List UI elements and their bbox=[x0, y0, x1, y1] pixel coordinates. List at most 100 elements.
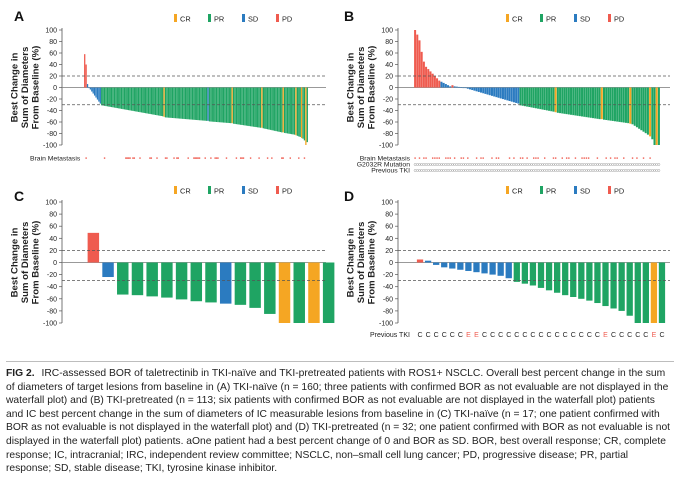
track-marker bbox=[656, 169, 658, 171]
brain-metastasis-marker bbox=[129, 157, 130, 158]
y-axis-label-line: From Baseline (%) bbox=[31, 221, 42, 305]
bar-pr bbox=[278, 88, 279, 132]
y-tick-label: -40 bbox=[383, 108, 393, 115]
bar-pr bbox=[280, 88, 281, 133]
legend-swatch-pr bbox=[208, 186, 211, 194]
bar-pr bbox=[581, 88, 583, 117]
bar-sd bbox=[509, 88, 511, 102]
track-marker bbox=[592, 169, 594, 171]
bar-pr bbox=[522, 88, 524, 106]
track-marker bbox=[594, 163, 596, 165]
bar-sd bbox=[515, 88, 517, 103]
y-tick-label: 40 bbox=[49, 236, 57, 243]
track-marker bbox=[458, 163, 460, 165]
brain-metastasis-marker bbox=[419, 157, 420, 158]
bar-pr bbox=[583, 88, 585, 117]
track-marker bbox=[636, 169, 638, 171]
bar-sd bbox=[517, 88, 519, 104]
brain-metastasis-marker bbox=[509, 157, 510, 158]
brain-metastasis-marker bbox=[432, 157, 433, 158]
bar-pr bbox=[237, 88, 238, 125]
track-marker bbox=[447, 169, 449, 171]
track-marker bbox=[539, 163, 541, 165]
track-marker bbox=[552, 163, 554, 165]
bar-pr bbox=[183, 88, 184, 119]
y-axis-label-line: From Baseline (%) bbox=[367, 46, 378, 130]
bar-pr bbox=[226, 88, 227, 123]
bar-pr bbox=[647, 88, 649, 135]
brain-metastasis-marker bbox=[476, 157, 477, 158]
bar-pr bbox=[152, 88, 153, 115]
bar-sd bbox=[480, 88, 482, 93]
track-marker bbox=[489, 163, 491, 165]
brain-metastasis-marker bbox=[610, 157, 611, 158]
brain-metastasis-marker bbox=[216, 157, 217, 158]
bar-sd bbox=[504, 88, 506, 100]
brain-metastasis-marker bbox=[196, 157, 197, 158]
brain-metastasis-marker bbox=[132, 157, 133, 158]
bar-pr bbox=[274, 88, 275, 131]
bar-pr bbox=[162, 88, 163, 117]
track-marker bbox=[436, 169, 438, 171]
legend-label-pd: PD bbox=[614, 187, 624, 196]
bar-pr bbox=[304, 88, 305, 141]
track-marker bbox=[585, 169, 587, 171]
track-marker bbox=[469, 169, 471, 171]
bar-pr bbox=[161, 88, 162, 117]
bar-pr bbox=[267, 88, 268, 130]
previous-tki-code: C bbox=[571, 332, 576, 339]
y-tick-label: 0 bbox=[389, 85, 393, 92]
track-marker bbox=[418, 163, 420, 165]
y-tick-label: -20 bbox=[383, 272, 393, 279]
track-marker bbox=[634, 169, 636, 171]
track-marker bbox=[524, 169, 526, 171]
legend-label-pr: PR bbox=[214, 187, 224, 196]
brain-metastasis-marker bbox=[188, 157, 189, 158]
bar-pr bbox=[139, 88, 140, 113]
track-marker bbox=[513, 169, 515, 171]
brain-metastasis-marker bbox=[498, 157, 499, 158]
track-marker bbox=[478, 163, 480, 165]
track-marker bbox=[491, 163, 493, 165]
y-tick-label: -20 bbox=[47, 97, 57, 104]
bar-pr bbox=[141, 88, 142, 113]
bar-cr bbox=[656, 88, 658, 146]
track-marker bbox=[454, 163, 456, 165]
track-marker bbox=[462, 163, 464, 165]
track-marker bbox=[449, 163, 451, 165]
bar-pr bbox=[243, 88, 244, 126]
bar-pr bbox=[574, 88, 576, 116]
track-marker bbox=[456, 169, 458, 171]
previous-tki-code: C bbox=[579, 332, 584, 339]
brain-metastasis-marker bbox=[643, 157, 644, 158]
y-tick-label: -60 bbox=[47, 120, 57, 127]
bar-pd bbox=[436, 78, 438, 87]
bar-pr bbox=[577, 88, 579, 116]
bar-pr bbox=[285, 88, 286, 134]
track-marker bbox=[550, 163, 552, 165]
track-marker bbox=[515, 169, 517, 171]
y-axis-label: Best Change in Sum of Diameters From Basel… bbox=[346, 46, 378, 130]
track-marker bbox=[425, 169, 427, 171]
legend-label-cr: CR bbox=[180, 187, 191, 196]
y-axis-label-line: Sum of Diameters bbox=[356, 222, 367, 304]
track-label: Previous TKI bbox=[371, 168, 410, 175]
brain-metastasis-marker bbox=[605, 157, 606, 158]
bar-pd bbox=[427, 69, 429, 87]
previous-tki-code: C bbox=[619, 332, 624, 339]
legend-swatch-pd bbox=[608, 14, 611, 22]
previous-tki-code: C bbox=[563, 332, 568, 339]
bar-sd bbox=[91, 88, 92, 92]
bar-pr bbox=[129, 88, 130, 111]
bar-sd bbox=[90, 88, 91, 90]
previous-tki-code: C bbox=[417, 332, 422, 339]
bar-pr bbox=[658, 88, 660, 146]
bar-sd bbox=[220, 263, 231, 304]
track-marker bbox=[544, 163, 546, 165]
brain-metastasis-marker bbox=[588, 157, 589, 158]
bar-pr bbox=[200, 88, 201, 121]
track-marker bbox=[432, 169, 434, 171]
bar-pr bbox=[270, 88, 271, 130]
bar-pr bbox=[294, 88, 295, 135]
bar-pr bbox=[189, 88, 190, 120]
